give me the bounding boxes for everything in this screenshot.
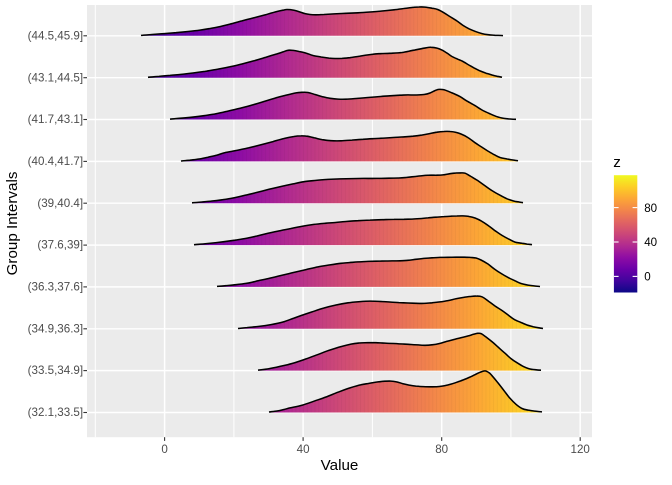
svg-text:40: 40 (297, 443, 310, 456)
svg-text:(37.6,39]: (37.6,39] (37, 239, 83, 252)
svg-text:0: 0 (644, 271, 650, 284)
svg-text:(41.7,43.1]: (41.7,43.1] (28, 113, 83, 126)
svg-text:Group Intervals: Group Intervals (4, 171, 21, 275)
svg-text:80: 80 (435, 443, 448, 456)
svg-text:80: 80 (644, 202, 657, 215)
svg-text:(39,40.4]: (39,40.4] (37, 197, 83, 210)
svg-text:(32.1,33.5]: (32.1,33.5] (28, 406, 83, 419)
svg-text:40: 40 (644, 236, 657, 249)
svg-text:Value: Value (321, 457, 359, 474)
svg-text:120: 120 (571, 443, 590, 456)
svg-text:(33.5,34.9]: (33.5,34.9] (28, 364, 83, 377)
svg-text:(34.9,36.3]: (34.9,36.3] (28, 322, 83, 335)
svg-text:0: 0 (161, 443, 167, 456)
svg-text:(36.3,37.6]: (36.3,37.6] (28, 281, 83, 294)
svg-text:z: z (613, 154, 621, 171)
svg-text:(44.5,45.9]: (44.5,45.9] (28, 29, 83, 42)
svg-text:(40.4,41.7]: (40.4,41.7] (28, 155, 83, 168)
svg-text:(43.1,44.5]: (43.1,44.5] (28, 71, 83, 84)
